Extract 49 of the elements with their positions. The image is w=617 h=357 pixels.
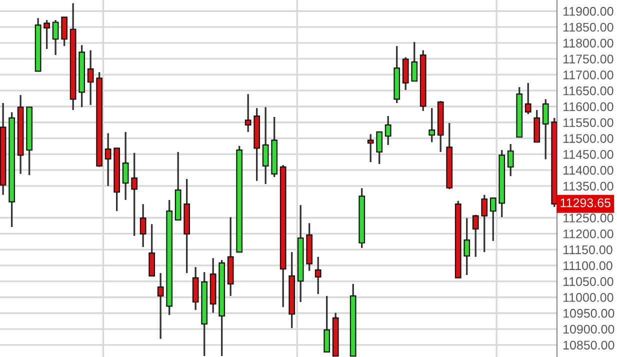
candlestick xyxy=(244,93,252,133)
candlestick xyxy=(148,223,156,277)
y-tick-label: 11450.00 xyxy=(564,150,614,159)
candlestick xyxy=(44,19,50,50)
y-tick-label: 11000.00 xyxy=(564,293,614,302)
candlestick xyxy=(52,19,59,56)
y-tick-label: 11550.00 xyxy=(564,118,614,128)
y-tick-label: 10950.00 xyxy=(564,308,614,318)
y-tick-label: 10900.00 xyxy=(564,324,614,334)
y-tick-label: 11250.00 xyxy=(564,214,614,222)
candlestick xyxy=(490,197,496,242)
y-tick-label: 11600.00 xyxy=(564,102,614,112)
candlestick xyxy=(122,131,129,201)
candlestick xyxy=(61,16,68,47)
y-tick-label: 11150.00 xyxy=(564,245,612,254)
y-tick-label: 11500.00 xyxy=(564,134,614,143)
y-tick-label: 11050.00 xyxy=(564,277,614,286)
candlestick xyxy=(131,152,138,237)
text: 11293.65 xyxy=(560,198,610,208)
y-tick-label: 11750.00 xyxy=(564,54,614,64)
candlestick xyxy=(472,214,479,258)
candlestick xyxy=(464,217,470,276)
candlestick xyxy=(411,41,418,82)
y-tick-label: 11850.00 xyxy=(564,22,614,32)
y-tick-label: 11200.00 xyxy=(564,229,614,238)
y-tick-label: 11700.00 xyxy=(564,70,614,80)
candlestick xyxy=(402,56,409,91)
y-tick-label: 11800.00 xyxy=(564,38,614,48)
y-tick-label: 11900.00 xyxy=(564,6,614,16)
candlestick xyxy=(524,82,532,115)
candlestick xyxy=(140,203,146,248)
candlestick xyxy=(384,115,392,146)
candlestick xyxy=(324,295,330,353)
candlestick xyxy=(157,272,164,340)
candlestick xyxy=(314,256,322,295)
candlestick xyxy=(507,143,514,177)
y-tick-label: 11400.00 xyxy=(564,166,614,175)
candlestick xyxy=(367,133,374,163)
candlestick xyxy=(262,106,269,185)
y-tick-label: 11650.00 xyxy=(564,86,614,96)
candlestick xyxy=(481,194,488,253)
candlestick xyxy=(104,132,112,187)
y-tick-label: 11100.00 xyxy=(564,261,612,270)
y-tick-label: 10850.00 xyxy=(564,340,614,350)
candlestick xyxy=(87,49,94,106)
candlestick xyxy=(428,107,436,143)
candlestick xyxy=(542,98,549,160)
y-tick-label: 11350.00 xyxy=(564,182,614,191)
candlestick xyxy=(376,131,383,165)
